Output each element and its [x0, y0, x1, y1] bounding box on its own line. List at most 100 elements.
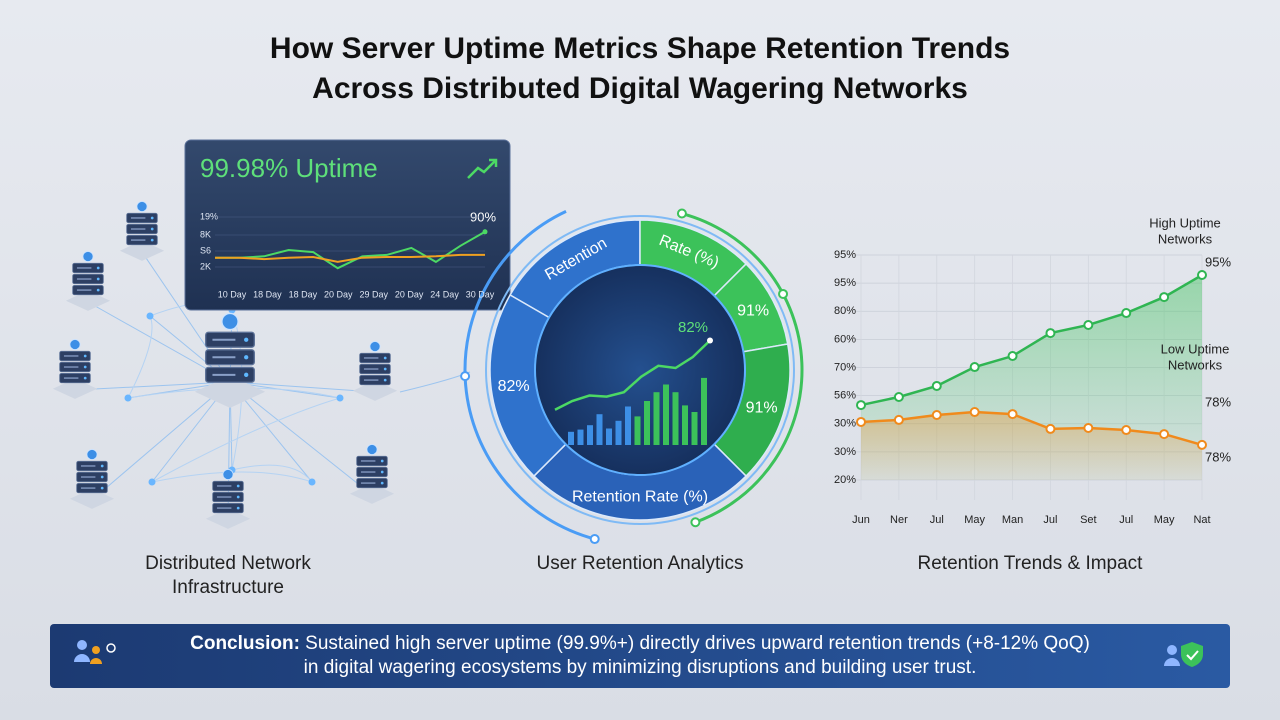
x-tick-label: Set	[1080, 514, 1097, 526]
server-led	[100, 486, 104, 490]
y-tick-label: 20%	[834, 474, 856, 486]
title-line: Across Distributed Digital Wagering Netw…	[312, 72, 968, 105]
arc-dot	[460, 371, 471, 382]
y-tick-label: 30%	[834, 446, 856, 458]
x-tick-label: Ner	[890, 514, 908, 526]
network-link	[231, 464, 313, 483]
y-tick-label: 80%	[834, 305, 856, 317]
x-tick-label: May	[964, 514, 985, 526]
network-link	[229, 381, 373, 496]
server-led	[383, 367, 387, 371]
server-led	[244, 337, 249, 342]
server-base	[119, 240, 165, 261]
series-point	[1045, 423, 1056, 434]
server-icon	[352, 340, 398, 401]
caption: User Retention Analytics	[537, 553, 744, 574]
series-point	[1007, 351, 1018, 362]
annotation: 78%	[1205, 449, 1231, 464]
inner-bar	[672, 392, 679, 445]
x-tick-label: 18 Day	[253, 289, 282, 299]
title-line: How Server Uptime Metrics Shape Retentio…	[270, 32, 1010, 65]
y-tick-label: 56%	[834, 390, 856, 402]
x-tick-label: 24 Day	[430, 289, 459, 299]
y-tick-label: 2K	[200, 261, 211, 271]
segment-label: 91%	[737, 302, 769, 319]
conclusion-banner	[50, 624, 1230, 688]
y-tick-label: 95%	[834, 249, 856, 261]
inner-bar	[663, 384, 669, 445]
server-base	[69, 488, 115, 509]
inner-label: 82%	[678, 319, 708, 336]
annotation: Networks	[1158, 231, 1213, 246]
trend-icon	[467, 159, 497, 179]
inner-line	[554, 339, 711, 411]
server-globe	[69, 338, 81, 351]
server-led	[244, 355, 249, 360]
uptime-card	[184, 139, 511, 311]
server-led	[150, 238, 154, 242]
series-point	[856, 400, 866, 411]
x-tick-label: 10 Day	[218, 289, 247, 299]
series-area	[861, 412, 1202, 480]
series-point	[1197, 270, 1207, 281]
y-tick-label: 95%	[834, 277, 856, 289]
network-link	[91, 381, 231, 501]
server-led	[100, 464, 104, 468]
series-point	[931, 380, 942, 391]
inner-bar	[606, 428, 612, 445]
arc-dot	[690, 517, 701, 528]
arc-dot	[676, 208, 687, 219]
segment-label: 91%	[746, 400, 778, 417]
inner-bar	[691, 412, 698, 445]
conclusion-line: in digital wagering ecosystems by minimi…	[304, 657, 977, 678]
x-tick-label: Man	[1002, 514, 1023, 526]
trend-icon	[489, 158, 498, 167]
inner-bar	[615, 420, 622, 445]
series-point	[1121, 308, 1132, 319]
x-tick-label: 30 Day	[466, 289, 495, 299]
caption: Retention Trends & Impact	[918, 553, 1144, 574]
x-tick-label: Jun	[852, 514, 870, 526]
inner-bar	[653, 392, 660, 445]
series-point	[1197, 439, 1207, 450]
series-point	[1121, 425, 1132, 436]
series-point	[1007, 409, 1018, 420]
server-led	[244, 372, 249, 377]
gauge-ring	[485, 215, 795, 525]
annotation: Low Uptime	[1161, 341, 1230, 356]
server-globe	[82, 250, 94, 263]
segment-label: Retention Rate (%)	[572, 489, 708, 506]
segment-label: 82%	[498, 378, 530, 395]
x-tick-label: 20 Day	[395, 289, 424, 299]
server-led	[236, 506, 240, 510]
inner-bar	[596, 414, 603, 445]
y-tick-label: 60%	[834, 333, 856, 345]
server-led	[380, 481, 384, 485]
series-point	[1083, 319, 1094, 330]
series-line	[860, 273, 1203, 407]
server-led	[380, 470, 384, 474]
caption: Distributed Network	[145, 553, 311, 574]
conclusion-line: Sustained high server uptime (99.9%+) di…	[300, 633, 1090, 654]
series-point	[893, 391, 904, 402]
server-led	[150, 216, 154, 220]
annotation: High Uptime	[1149, 215, 1221, 230]
server-led	[380, 459, 384, 463]
inner-bar	[587, 425, 593, 445]
network-dot	[308, 478, 316, 486]
caption: Infrastructure	[172, 577, 284, 598]
server-base	[52, 378, 98, 399]
network-dot	[336, 394, 344, 402]
conclusion-label: Conclusion:	[190, 633, 300, 654]
series-point	[1045, 328, 1056, 339]
server-led	[383, 356, 387, 360]
x-tick-label: Jul	[930, 514, 944, 526]
uptime-headline: 99.98% Uptime	[200, 153, 378, 183]
x-tick-label: 18 Day	[289, 289, 318, 299]
server-led	[83, 354, 87, 358]
annotation: Networks	[1168, 357, 1223, 372]
arc-dot	[589, 534, 600, 545]
server-globe	[369, 340, 381, 353]
inner-bar	[701, 377, 707, 445]
